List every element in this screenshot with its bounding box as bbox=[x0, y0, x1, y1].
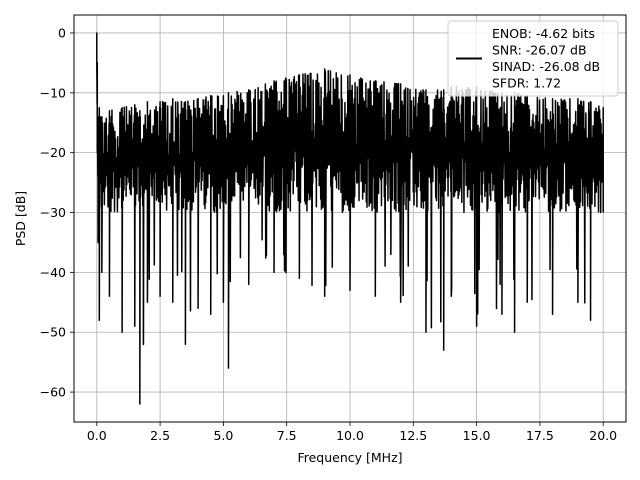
y-axis-ticks: 0 −10 −20 −30 −40 −50 −60 bbox=[40, 25, 74, 400]
x-tick-label: 7.5 bbox=[277, 428, 297, 443]
y-tick-label: −10 bbox=[40, 85, 66, 100]
legend-label-line: SINAD: -26.08 dB bbox=[492, 59, 600, 74]
legend-label-line: SNR: -26.07 dB bbox=[492, 43, 587, 58]
x-tick-label: 2.5 bbox=[150, 428, 170, 443]
x-tick-label: 5.0 bbox=[213, 428, 233, 443]
legend-label-line: ENOB: -4.62 bits bbox=[492, 26, 595, 41]
legend-box bbox=[447, 20, 619, 97]
y-tick-label: −60 bbox=[40, 385, 66, 400]
x-tick-label: 20.0 bbox=[589, 428, 617, 443]
y-tick-label: −30 bbox=[40, 205, 66, 220]
legend-label-line: SFDR: 1.72 bbox=[492, 76, 561, 91]
y-tick-label: −20 bbox=[40, 145, 66, 160]
x-tick-label: 0.0 bbox=[87, 428, 107, 443]
x-tick-label: 17.5 bbox=[526, 428, 554, 443]
y-tick-label: 0 bbox=[58, 25, 66, 40]
x-tick-label: 15.0 bbox=[463, 428, 491, 443]
x-tick-label: 10.0 bbox=[336, 428, 364, 443]
psd-line bbox=[96, 32, 604, 405]
x-tick-label: 12.5 bbox=[399, 428, 427, 443]
y-axis-label: PSD [dB] bbox=[13, 191, 28, 246]
x-axis-ticks: 0.0 2.5 5.0 7.5 10.0 12.5 15.0 17.5 20.0 bbox=[87, 422, 617, 443]
y-tick-label: −40 bbox=[40, 265, 66, 280]
y-tick-label: −50 bbox=[40, 325, 66, 340]
x-axis-label: Frequency [MHz] bbox=[297, 450, 402, 465]
psd-series bbox=[96, 32, 604, 405]
